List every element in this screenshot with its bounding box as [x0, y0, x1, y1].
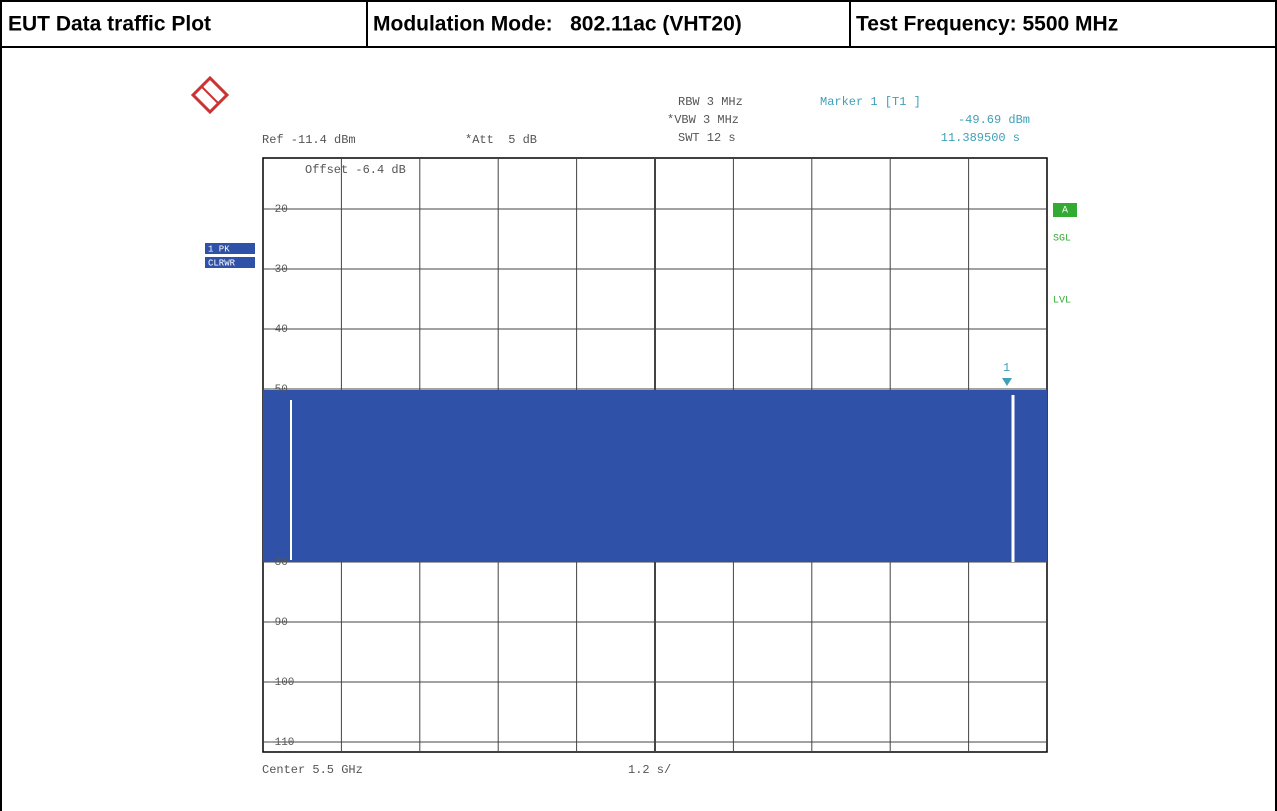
side-status: LVL	[1053, 296, 1071, 307]
header-cell: Test Frequency: 5500 MHz	[856, 13, 1118, 36]
center: Center 5.5 GHz	[262, 763, 363, 777]
y-label: -20	[268, 204, 288, 216]
span: 1.2 s/	[628, 763, 671, 777]
header-cell: EUT Data traffic Plot	[8, 13, 211, 36]
side-status: A	[1062, 206, 1068, 217]
marker-symbol	[1002, 378, 1012, 386]
y-label: -30	[268, 264, 288, 276]
y-label: -50	[268, 384, 288, 396]
side-box	[205, 257, 255, 268]
sweep-time: SWT 12 s	[678, 131, 736, 145]
rbw: RBW 3 MHz	[678, 95, 743, 109]
y-label: -40	[268, 324, 288, 336]
offset: Offset -6.4 dB	[305, 163, 406, 177]
y-label: -90	[268, 617, 288, 629]
header-cell: Modulation Mode: 802.11ac (VHT20)	[373, 13, 742, 36]
marker-label: 1	[1003, 361, 1010, 375]
attenuation: *Att 5 dB	[465, 133, 537, 147]
trace-mode: 1 PK	[208, 244, 230, 254]
side-box	[205, 243, 255, 254]
marker-title: Marker 1 [T1 ]	[820, 95, 921, 109]
y-label: -100	[268, 677, 294, 689]
y-label: -80	[268, 557, 288, 569]
trace-mode: CLRWR	[208, 258, 236, 268]
marker-level: -49.69 dBm	[958, 113, 1030, 127]
logo	[190, 75, 230, 115]
vbw: *VBW 3 MHz	[667, 113, 739, 127]
marker-time: 11.389500 s	[941, 131, 1020, 145]
side-status: SGL	[1053, 234, 1071, 245]
y-label: -110	[268, 737, 294, 749]
side-box	[1053, 203, 1077, 217]
trace-band	[263, 390, 1047, 562]
ref-level: Ref -11.4 dBm	[262, 133, 356, 147]
